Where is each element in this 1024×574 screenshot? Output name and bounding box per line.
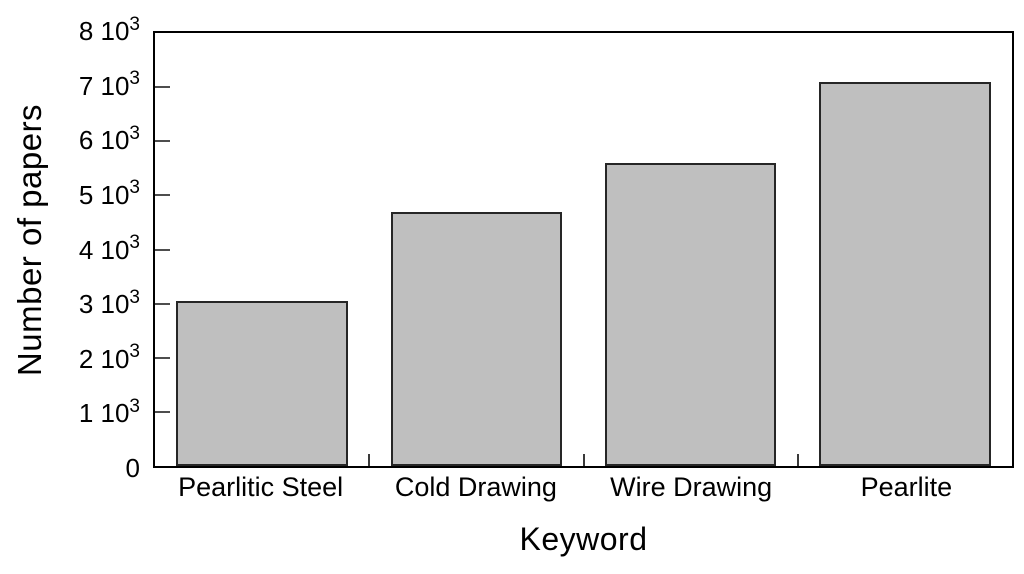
y-tick-label: 8 103 <box>78 13 140 46</box>
y-tick-mark <box>155 86 170 89</box>
y-tick-mark <box>155 302 170 305</box>
x-tick-mark <box>368 454 371 466</box>
y-tick-mark <box>155 140 170 143</box>
y-tick-mark <box>155 248 170 251</box>
y-tick-mark <box>155 194 170 197</box>
y-tick-label: 0 <box>125 453 140 483</box>
x-category-label-0: Pearlitic Steel <box>178 472 344 502</box>
x-tick-mark <box>796 454 799 466</box>
y-axis-tick-labels: 0 1 103 2 103 3 103 4 103 5 103 6 103 7 103 8 10… <box>0 15 140 481</box>
y-tick-label: 7 103 <box>78 68 140 101</box>
x-category-label-3: Pearlite <box>860 472 953 502</box>
y-tick-label: 4 103 <box>78 232 140 265</box>
bar-3 <box>819 82 991 466</box>
y-tick-mark <box>155 356 170 359</box>
bar-1 <box>390 212 563 466</box>
y-tick-label: 2 103 <box>78 341 140 374</box>
x-category-label-1: Cold Drawing <box>394 472 557 502</box>
plot-area <box>153 31 1014 468</box>
x-axis-category-labels: Pearlitic Steel Cold Drawing Wire Drawing P… <box>153 472 1014 502</box>
x-tick-mark <box>582 454 585 466</box>
bar-0 <box>176 301 348 466</box>
y-tick-label: 6 103 <box>78 122 140 156</box>
y-tick-label: 1 103 <box>78 395 140 429</box>
y-tick-label: 5 103 <box>78 177 140 210</box>
y-tick-mark <box>155 410 170 413</box>
bar-2 <box>604 163 777 466</box>
x-category-label-2: Wire Drawing <box>610 472 773 502</box>
x-axis-title: Keyword <box>519 521 648 557</box>
y-tick-label: 3 103 <box>78 286 140 320</box>
